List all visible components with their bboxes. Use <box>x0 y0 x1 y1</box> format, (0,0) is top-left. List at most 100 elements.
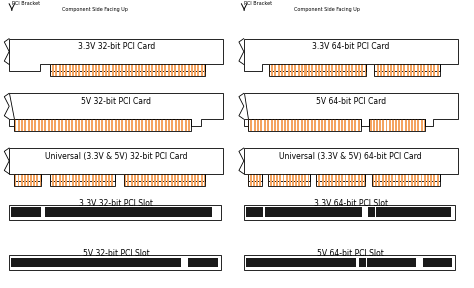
Bar <box>155 65 156 76</box>
Bar <box>302 174 303 186</box>
Bar <box>293 174 294 186</box>
Bar <box>416 65 417 76</box>
Bar <box>312 119 313 131</box>
Bar <box>52 174 53 186</box>
Bar <box>349 119 350 131</box>
Bar <box>267 119 268 131</box>
Bar <box>287 119 288 131</box>
Bar <box>18 119 19 131</box>
Bar <box>377 119 378 131</box>
Bar <box>382 174 383 186</box>
Bar <box>52 65 53 76</box>
Polygon shape <box>244 148 458 181</box>
Bar <box>366 257 416 267</box>
Bar <box>146 119 147 131</box>
Bar <box>131 65 132 76</box>
Bar <box>141 119 142 131</box>
Bar <box>121 119 122 131</box>
Text: Component Side Facing Up: Component Side Facing Up <box>294 7 360 12</box>
Bar <box>285 65 286 76</box>
Bar <box>269 65 270 76</box>
Bar <box>342 174 343 186</box>
Bar <box>57 174 58 186</box>
Bar <box>179 119 180 131</box>
Bar <box>111 119 112 131</box>
Bar <box>302 119 303 131</box>
Bar <box>393 174 394 186</box>
Bar <box>59 119 60 131</box>
Bar <box>72 65 73 76</box>
Bar <box>320 174 321 186</box>
Bar <box>305 65 306 76</box>
Bar <box>76 65 77 76</box>
Bar <box>420 65 421 76</box>
Bar <box>362 174 363 186</box>
Bar <box>319 65 320 76</box>
Bar <box>414 174 415 186</box>
Bar <box>321 119 322 131</box>
Bar <box>407 65 408 76</box>
Bar <box>281 119 282 131</box>
Bar <box>159 119 160 131</box>
Bar <box>155 119 156 131</box>
Bar <box>142 119 143 131</box>
Bar <box>294 119 295 131</box>
Bar <box>381 65 382 76</box>
Bar <box>81 119 82 131</box>
Bar <box>108 119 109 131</box>
Bar <box>356 119 357 131</box>
Bar <box>427 65 428 76</box>
Bar <box>180 174 181 186</box>
Bar <box>33 174 34 186</box>
Bar <box>359 257 365 267</box>
Bar <box>141 174 142 186</box>
Bar <box>344 65 345 76</box>
Bar <box>81 65 82 76</box>
Bar <box>345 65 346 76</box>
Bar <box>163 174 164 186</box>
Bar <box>319 119 320 131</box>
Bar <box>328 119 329 131</box>
Bar <box>14 119 15 131</box>
Bar <box>132 65 133 76</box>
Bar <box>204 65 205 76</box>
Bar <box>108 174 109 186</box>
Bar <box>362 65 363 76</box>
Bar <box>354 119 355 131</box>
Bar <box>244 204 456 220</box>
Bar <box>417 174 418 186</box>
Bar <box>364 174 365 186</box>
Bar <box>116 65 117 76</box>
Bar <box>328 65 329 76</box>
Bar <box>129 65 130 76</box>
Bar <box>119 119 120 131</box>
Bar <box>200 65 201 76</box>
Bar <box>86 119 87 131</box>
Bar <box>248 174 262 186</box>
Bar <box>181 119 182 131</box>
Bar <box>177 174 178 186</box>
Bar <box>383 119 384 131</box>
Bar <box>395 119 396 131</box>
Bar <box>127 174 128 186</box>
Bar <box>38 174 39 186</box>
Bar <box>410 65 411 76</box>
Bar <box>339 174 340 186</box>
Bar <box>78 174 79 186</box>
Bar <box>417 119 418 131</box>
Bar <box>434 65 435 76</box>
Bar <box>329 119 330 131</box>
Bar <box>396 119 397 131</box>
Bar <box>66 119 67 131</box>
Bar <box>82 174 83 186</box>
Bar <box>142 65 143 76</box>
Text: Universal (3.3V & 5V) 64-bit PCI Card: Universal (3.3V & 5V) 64-bit PCI Card <box>280 152 422 161</box>
Bar <box>169 119 170 131</box>
Bar <box>131 174 132 186</box>
Bar <box>265 119 266 131</box>
Bar <box>178 119 179 131</box>
Bar <box>197 174 198 186</box>
Bar <box>127 119 128 131</box>
Bar <box>421 65 422 76</box>
Bar <box>95 65 96 76</box>
